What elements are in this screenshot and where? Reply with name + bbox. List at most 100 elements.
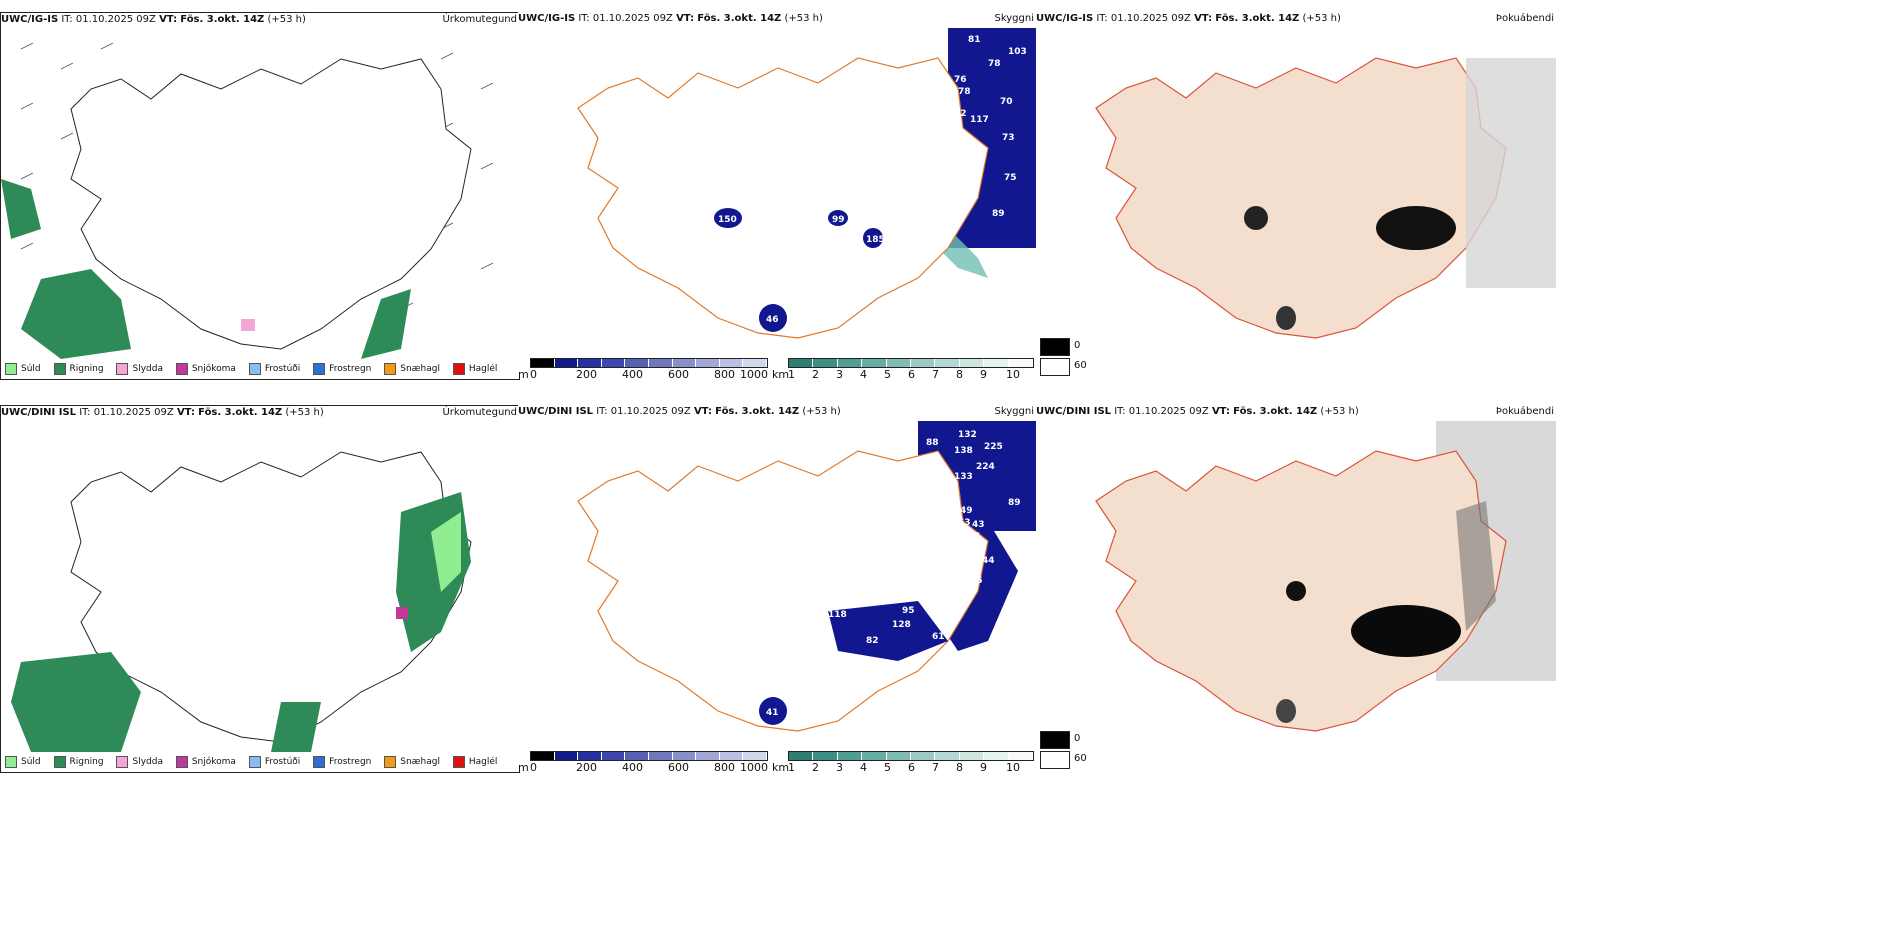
vis-label: 89 [1008,498,1021,508]
vis-label: 76 [954,75,967,85]
vis-label: 118 [828,610,847,620]
fog-panel-bottom: UWC/DINI ISL IT: 01.10.2025 09Z VT: Fös.… [1036,405,1556,771]
legend-item: Frostúði [248,752,300,772]
legend-item: Frostúði [248,359,300,379]
vis-label: 81 [968,35,981,45]
fog-legend-swatch [1040,751,1070,769]
vis-label: 128 [892,620,911,630]
fog-legend-swatch [1040,338,1070,356]
legend-swatch [53,363,66,375]
fog-panel-top: UWC/IG-IS IT: 01.10.2025 09Z VT: Fös. 3.… [1036,12,1556,378]
precip-legend: Súld Rigning Slydda Snjókoma Frostúði Fr… [1,752,519,772]
legend-item: Slydda [116,752,163,772]
legend-swatch [53,756,66,768]
model-name: UWC/DINI ISL [518,406,594,417]
valid-time: Fös. 3.okt. 14Z [697,13,782,24]
vis-label: 35 [968,532,981,542]
vis-label: 224 [976,462,995,472]
vis-label: 89 [992,209,1005,219]
precip-map[interactable] [1,422,519,752]
legend-swatch [116,363,129,375]
legend-item: Haglél [452,359,497,379]
legend-swatch [248,363,261,375]
vis-label: 62 [866,668,879,678]
colorbar-cells [788,751,1034,761]
valid-time: Fös. 3.okt. 14Z [198,407,283,418]
fog-legend: 0 60 [1036,338,1087,378]
panel-header: UWC/IG-IS IT: 01.10.2025 09Z VT: Fös. 3.… [518,13,1034,24]
legend-swatch [175,756,188,768]
vis-label: 45 [970,576,983,586]
legend-swatch [384,756,397,768]
vis-label: 78 [958,87,971,97]
panel-title: Úrkomutegund [442,407,517,418]
panel-header: UWC/IG-IS IT: 01.10.2025 09Z VT: Fös. 3.… [1036,13,1554,24]
valid-time: Fös. 3.okt. 14Z [1233,406,1318,417]
vis-label: 49 [960,506,973,516]
legend-swatch [384,363,397,375]
vis-label: 230 [902,217,921,227]
init-time: 01.10.2025 09Z [1128,406,1209,417]
vis-label: 84 [934,544,947,554]
legend-item: Súld [5,359,41,379]
vis-label: 72 [954,109,967,119]
precip-map[interactable] [1,29,519,359]
vis-label: 95 [902,606,915,616]
fog-legend: 0 60 [1036,731,1087,771]
vis-label: 138 [954,446,973,456]
legend-swatch [175,363,188,375]
iceland-outline [70,58,472,350]
visibility-map[interactable]: 81 103 78 76 78 70 72 117 73 75 89 150 9… [518,28,1036,348]
rain-areas [1,179,411,359]
legend-swatch [5,756,17,768]
colorbar-cells [530,358,768,368]
vis-label: 70 [1000,97,1013,107]
legend-item: Snæhagl [384,359,440,379]
vis-label: 225 [984,442,1003,452]
legend-swatch [313,363,326,375]
visibility-labels: 88 132 138 225 224 133 157 89 45 49 53 4… [766,430,1021,718]
fog-map[interactable] [1036,28,1556,348]
vis-label: 157 [934,476,953,486]
vis-label: 26 [854,570,867,580]
legend-item: Rigning [53,359,104,379]
init-time: 01.10.2025 09Z [592,13,673,24]
legend-item: Snjókoma [175,359,236,379]
vis-label: 150 [718,215,737,225]
vis-label: 82 [866,636,879,646]
lead-time: (+53 h) [1320,406,1359,417]
vis-label: 185 [866,235,885,245]
panel-header: UWC/DINI ISL IT: 01.10.2025 09Z VT: Fös.… [1,407,517,418]
panel-title: Skyggni [994,13,1034,24]
sleet-area [241,319,255,331]
lead-time: (+53 h) [1302,13,1341,24]
vis-label: 88 [926,438,939,448]
vis-label: 133 [954,472,973,482]
vis-label: 61 [932,632,945,642]
init-time: 01.10.2025 09Z [1110,13,1191,24]
colorbar-cells [530,751,768,761]
panel-title: Skyggni [994,406,1034,417]
lead-time: (+53 h) [784,13,823,24]
legend-item: Snæhagl [384,752,440,772]
panel-header: UWC/IG-IS IT: 01.10.2025 09Z VT: Fös. 3.… [1,14,517,25]
vis-label: 45 [954,546,967,556]
fog-map[interactable] [1036,421,1556,741]
vis-label: 117 [970,115,989,125]
vis-label: 44 [958,574,971,584]
legend-swatch [248,756,261,768]
model-name: UWC/IG-IS [1036,13,1094,24]
legend-item: Frostregn [313,752,371,772]
vis-label: 43 [972,520,985,530]
visibility-panel-bottom: UWC/DINI ISL IT: 01.10.2025 09Z VT: Fös.… [518,405,1036,774]
lead-time: (+53 h) [267,14,306,25]
legend-swatch [313,756,326,768]
vis-label: 41 [766,708,779,718]
vis-label: 110 [774,596,793,606]
model-name: UWC/IG-IS [1,14,59,25]
legend-item: Slydda [116,359,163,379]
vis-label: 132 [958,430,977,440]
vis-label: 40 [958,586,971,596]
visibility-map[interactable]: 88 132 138 225 224 133 157 89 45 49 53 4… [518,421,1036,741]
valid-time: Fös. 3.okt. 14Z [1215,13,1300,24]
